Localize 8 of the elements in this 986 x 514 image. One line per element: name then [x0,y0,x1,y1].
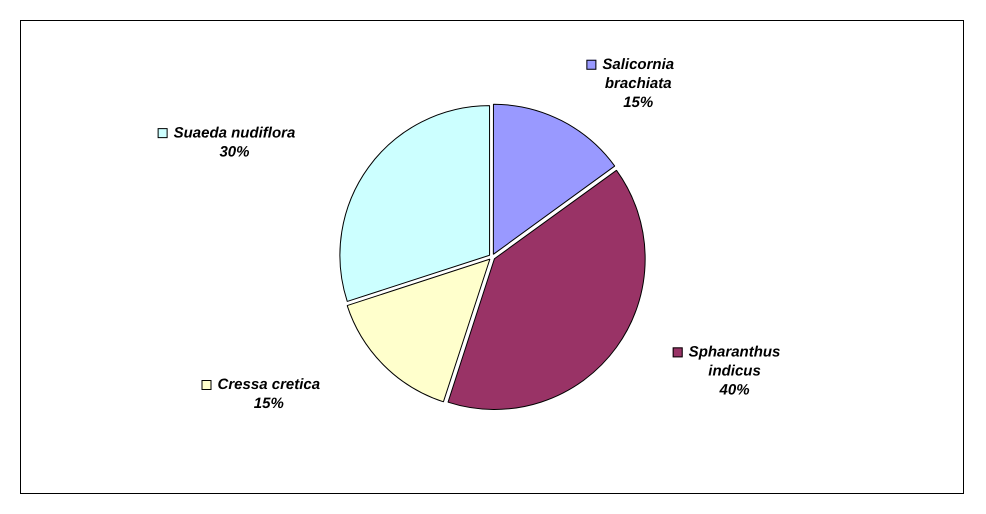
legend-label: Cressa cretica [218,376,320,394]
legend-label: Spharanthus indicus [688,343,780,380]
data-label: 15% [623,94,654,111]
legend-label: Suaeda nudiflora [174,124,296,142]
data-label: 30% [219,143,250,160]
data-label: 15% [254,395,284,412]
data-label: 40% [718,381,750,398]
legend-label: Salicornia brachiata [602,56,674,92]
